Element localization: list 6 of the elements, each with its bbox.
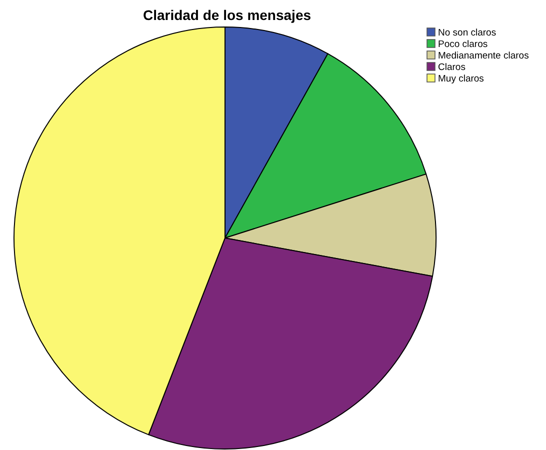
legend-label: Poco claros bbox=[438, 39, 488, 50]
legend-label: Claros bbox=[438, 62, 466, 73]
legend-label: Muy claros bbox=[438, 74, 484, 84]
legend-label: Medianamente claros bbox=[438, 50, 530, 62]
legend-label: No son claros bbox=[438, 28, 496, 38]
chart-title: Claridad de los mensajes bbox=[142, 7, 312, 23]
